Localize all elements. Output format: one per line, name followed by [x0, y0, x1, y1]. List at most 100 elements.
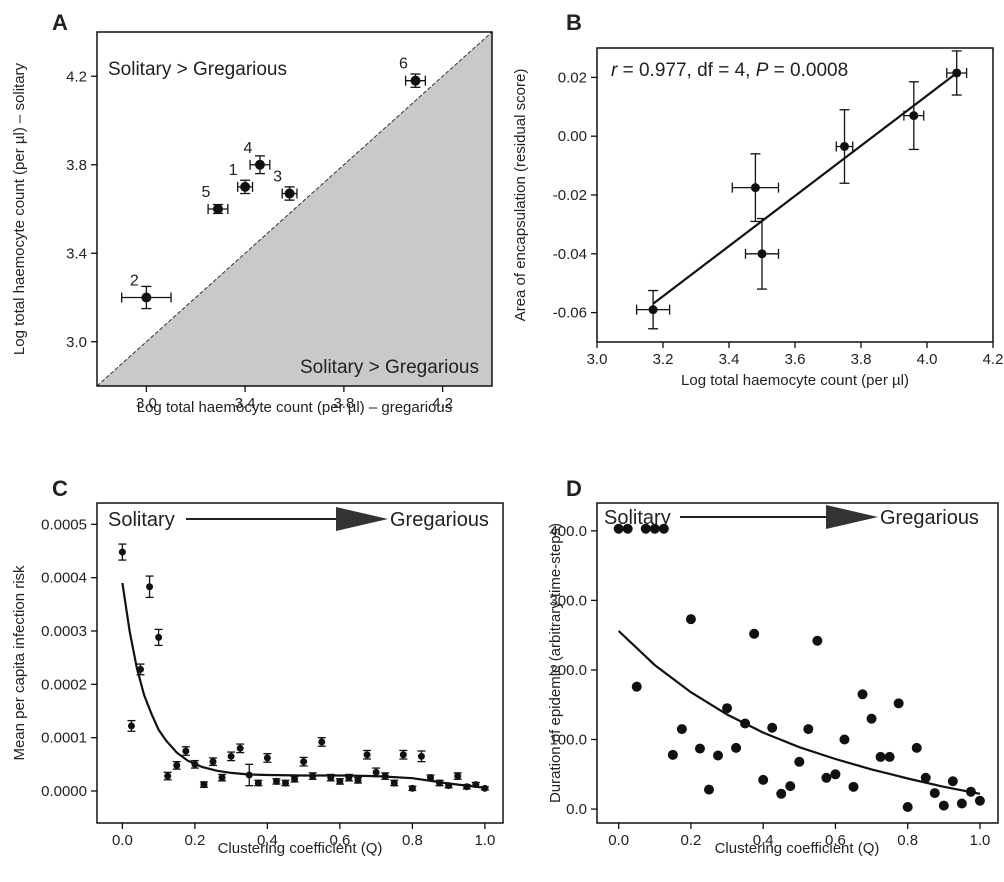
data-point: [212, 204, 223, 214]
data-point: [191, 760, 199, 768]
data-point: [146, 583, 154, 591]
data-point: [164, 772, 172, 780]
data-point: [263, 754, 271, 762]
x-tick-label: 3.8: [333, 395, 354, 412]
data-point: [713, 750, 724, 761]
data-point: [875, 751, 886, 762]
point-label: 6: [399, 56, 408, 73]
data-point: [445, 782, 453, 790]
panel-d: D Solitary Gregarious 0.0 0.2 0.4 0.6 0.8 1.0…: [547, 476, 999, 857]
panel-label-c: C: [52, 476, 68, 501]
point-label: 2: [130, 273, 139, 290]
y-tick-label: 0.0005: [41, 516, 87, 533]
stat-r: r: [611, 60, 618, 81]
data-point: [436, 779, 444, 787]
data-point: [284, 188, 295, 199]
data-point: [749, 628, 760, 639]
data-point: [227, 752, 235, 760]
data-point: [336, 777, 344, 785]
data-point: [676, 724, 687, 735]
stat-annotation: r = 0.977, df = 4, P = 0.0008: [611, 60, 848, 81]
x-tick-label: 0.8: [897, 832, 918, 849]
data-point: [848, 781, 859, 792]
data-point: [173, 761, 181, 769]
y-tick-label: 0.0001: [41, 730, 87, 747]
x-tick-label: 0.4: [753, 832, 774, 849]
data-point: [354, 776, 362, 784]
data-point: [622, 523, 633, 534]
data-point: [648, 305, 658, 315]
x-tick-label: 0.2: [680, 832, 701, 849]
data-point: [658, 523, 669, 534]
data-point: [417, 752, 425, 760]
data-point: [750, 183, 760, 193]
point-label: 5: [202, 184, 211, 201]
x-tick-label: 0.8: [402, 832, 423, 849]
data-point: [472, 781, 480, 789]
y-tick-label: -0.02: [553, 187, 587, 204]
data-point: [785, 781, 796, 792]
y-tick-label: -0.04: [553, 246, 587, 263]
data-point: [947, 776, 958, 787]
x-axis-label-d: Clustering coefficient (Q): [715, 840, 880, 857]
x-tick-label: 3.0: [587, 351, 608, 368]
y-tick-label: 400.0: [549, 523, 587, 540]
data-point: [236, 744, 244, 752]
data-point: [209, 758, 217, 766]
data-point: [758, 774, 769, 785]
data-point: [631, 681, 642, 692]
data-point: [974, 795, 985, 806]
panel-a: A Solitary > Gregarious Solitary > Grega…: [11, 10, 493, 416]
data-point: [956, 798, 967, 809]
data-point: [218, 774, 226, 782]
y-tick-label: 0.0000: [41, 783, 87, 800]
plot-frame-c: [96, 502, 504, 824]
y-tick-label: 0.00: [558, 128, 587, 145]
data-point: [767, 722, 778, 733]
data-point: [685, 614, 696, 625]
x-tick-label: 3.6: [785, 351, 806, 368]
data-point: [893, 698, 904, 709]
data-point: [363, 751, 371, 759]
data-point: [137, 665, 144, 673]
regression-line: [652, 72, 958, 305]
data-point: [245, 771, 253, 779]
data-point: [812, 635, 823, 646]
data-point: [118, 548, 126, 556]
data-point: [327, 774, 335, 782]
data-point: [929, 788, 940, 799]
x-tick-label: 3.4: [719, 351, 740, 368]
panel-label-a: A: [52, 10, 68, 35]
data-point: [938, 800, 949, 811]
x-tick-label: 0.0: [608, 832, 629, 849]
identity-line: [96, 31, 493, 387]
data-point: [884, 751, 895, 762]
x-tick-label: 4.2: [432, 395, 453, 412]
y-tick-label: 3.0: [66, 334, 87, 351]
data-point: [703, 784, 714, 795]
data-point: [965, 786, 976, 797]
x-tick-label: 0.6: [329, 832, 350, 849]
stat-p: P: [756, 60, 769, 81]
x-tick-label: 3.0: [136, 395, 157, 412]
panel-b: B r = 0.977, df = 4, P = 0.0008 3.0 3.2 3.…: [512, 10, 1003, 389]
y-tick-label: 100.0: [549, 732, 587, 749]
panel-label-b: B: [566, 10, 582, 35]
annotation-bottom: Solitary > Gregarious: [300, 357, 479, 378]
y-tick-label: 0.0002: [41, 676, 87, 693]
data-point: [282, 779, 289, 787]
data-point: [345, 774, 353, 782]
data-point: [731, 742, 742, 753]
flag-solitary-c: Solitary: [108, 509, 175, 531]
data-point: [640, 523, 651, 534]
data-point: [254, 159, 265, 170]
point-label: 1: [229, 162, 238, 179]
data-point: [821, 772, 832, 783]
y-tick-label: 200.0: [549, 662, 587, 679]
data-point: [155, 633, 163, 641]
y-tick-label: 4.2: [66, 68, 87, 85]
x-tick-label: 0.4: [257, 832, 278, 849]
data-point: [182, 747, 190, 755]
flag-gregarious-c: Gregarious: [390, 509, 489, 531]
